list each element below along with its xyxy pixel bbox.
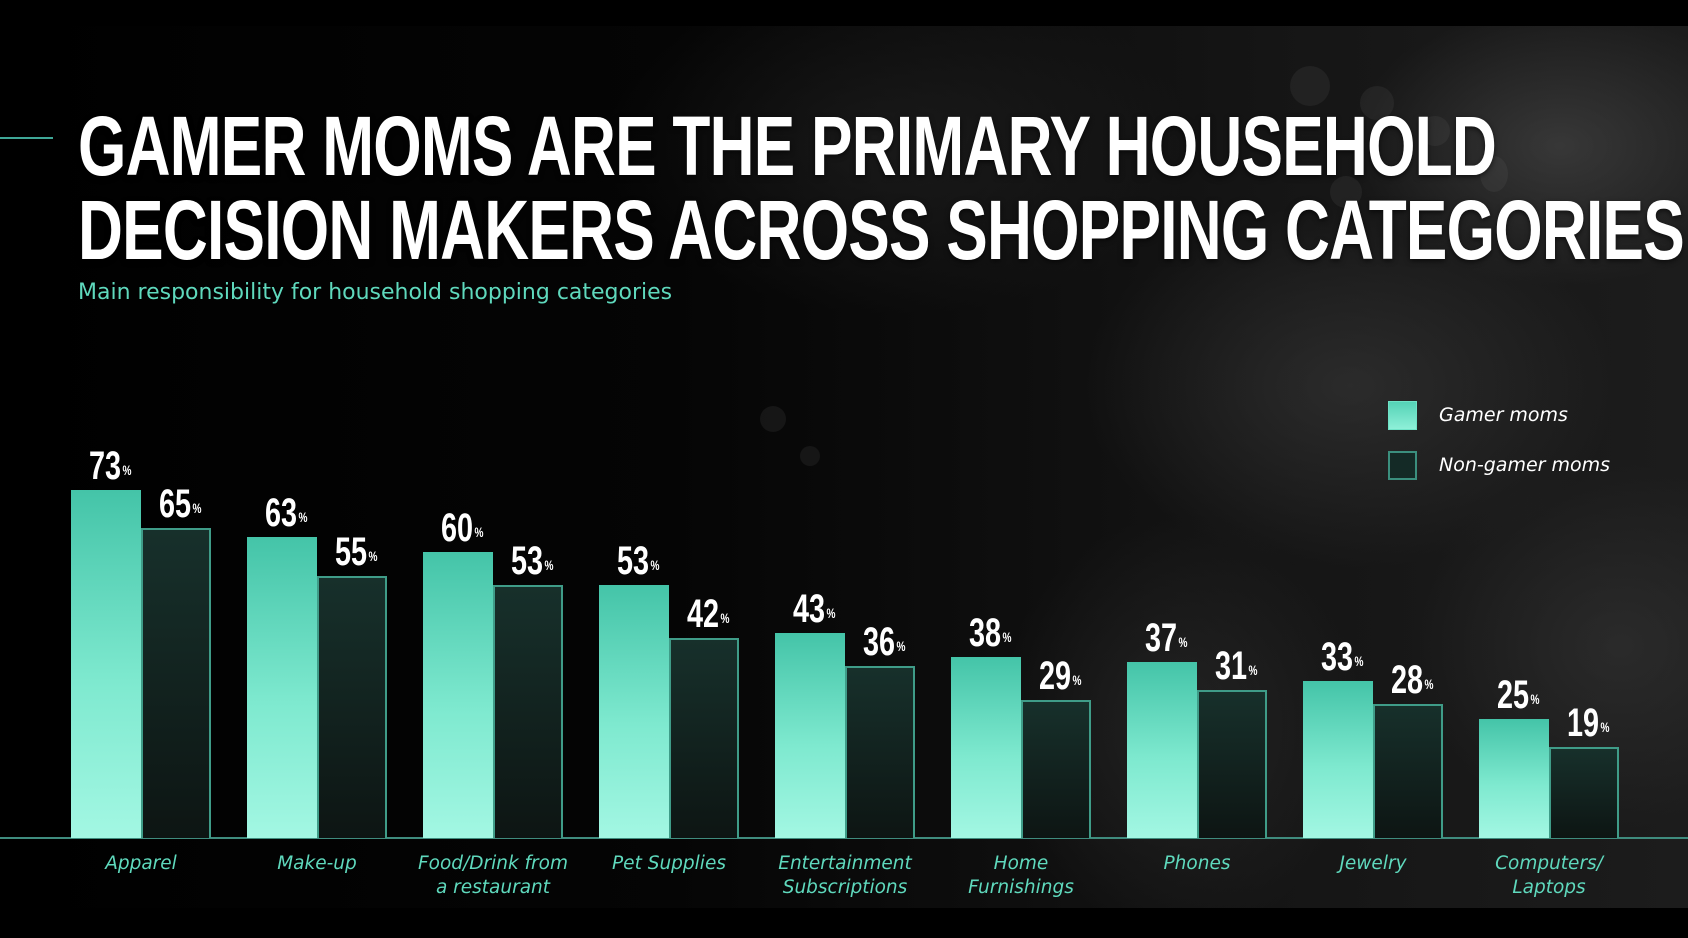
bar-non — [1373, 704, 1443, 838]
data-label: 33% — [1321, 635, 1364, 679]
data-label: 19% — [1567, 701, 1610, 745]
data-label: 42% — [687, 592, 730, 636]
bar-gamer — [775, 633, 845, 838]
bar-gamer — [71, 490, 141, 838]
data-label: 25% — [1497, 673, 1540, 717]
bar-gamer — [1479, 719, 1549, 838]
bar-gamer — [1303, 681, 1373, 838]
bar-non — [493, 585, 563, 838]
bar-non — [1197, 690, 1267, 838]
bar-gamer — [247, 537, 317, 838]
title-line-1: GAMER MOMS ARE THE PRIMARY HOUSEHOLD — [78, 99, 1497, 193]
category-label: Food/Drink from a restaurant — [417, 853, 569, 898]
bar-non — [845, 666, 915, 838]
bg-decor — [1360, 86, 1394, 120]
legend-swatch-non-gamer-icon — [1388, 450, 1417, 480]
bg-decor — [1290, 66, 1330, 106]
category-label: Make-up — [277, 853, 357, 874]
data-label: 28% — [1391, 658, 1434, 702]
data-label: 38% — [969, 611, 1012, 655]
legend-label: Non-gamer moms — [1439, 454, 1611, 476]
page-title: GAMER MOMS ARE THE PRIMARY HOUSEHOLD DEC… — [78, 99, 1685, 277]
data-label: 60% — [441, 506, 484, 550]
bar-gamer — [1127, 662, 1197, 838]
data-label: 53% — [511, 539, 554, 583]
data-label: 65% — [159, 482, 202, 526]
data-label: 73% — [89, 444, 132, 488]
category-label: Home Furnishings — [968, 853, 1074, 898]
bg-decor — [1330, 176, 1362, 208]
bg-decor — [800, 446, 820, 466]
bar-non — [1549, 747, 1619, 838]
bar-gamer — [951, 657, 1021, 838]
letterbox-top — [0, 0, 1688, 26]
legend-item-non-gamer-moms: Non-gamer moms — [1388, 448, 1610, 482]
legend-label: Gamer moms — [1439, 404, 1568, 426]
letterbox-bottom — [0, 908, 1688, 938]
bar-non — [141, 528, 211, 838]
bg-decor — [1480, 156, 1508, 192]
bar-gamer — [599, 585, 669, 838]
category-label: Pet Supplies — [612, 853, 726, 874]
x-axis-baseline — [0, 837, 1688, 839]
data-label: 63% — [265, 491, 308, 535]
category-label: Phones — [1163, 853, 1231, 874]
chart-legend: Gamer moms Non-gamer moms — [1388, 398, 1610, 498]
data-label: 31% — [1215, 644, 1258, 688]
title-accent-line — [0, 137, 53, 139]
bar-non — [669, 638, 739, 838]
category-label: Computers/Laptops — [1495, 853, 1603, 898]
data-label: 53% — [617, 539, 660, 583]
data-label: 29% — [1039, 654, 1082, 698]
bar-non — [317, 576, 387, 838]
bg-decor — [1420, 116, 1450, 146]
bar-gamer — [423, 552, 493, 838]
bg-decor — [760, 406, 786, 432]
category-label: Entertainment Subscriptions — [778, 853, 912, 898]
legend-item-gamer-moms: Gamer moms — [1388, 398, 1610, 432]
chart-subtitle: Main responsibility for household shoppi… — [78, 280, 673, 305]
category-label: Jewelry — [1339, 853, 1407, 874]
data-label: 36% — [863, 620, 906, 664]
data-label: 43% — [793, 587, 836, 631]
title-line-2: DECISION MAKERS ACROSS SHOPPING CATEGORI… — [78, 183, 1685, 277]
legend-swatch-gamer-icon — [1388, 400, 1417, 430]
bar-non — [1021, 700, 1091, 838]
category-label: Apparel — [105, 853, 177, 874]
data-label: 37% — [1145, 616, 1188, 660]
data-label: 55% — [335, 530, 378, 574]
